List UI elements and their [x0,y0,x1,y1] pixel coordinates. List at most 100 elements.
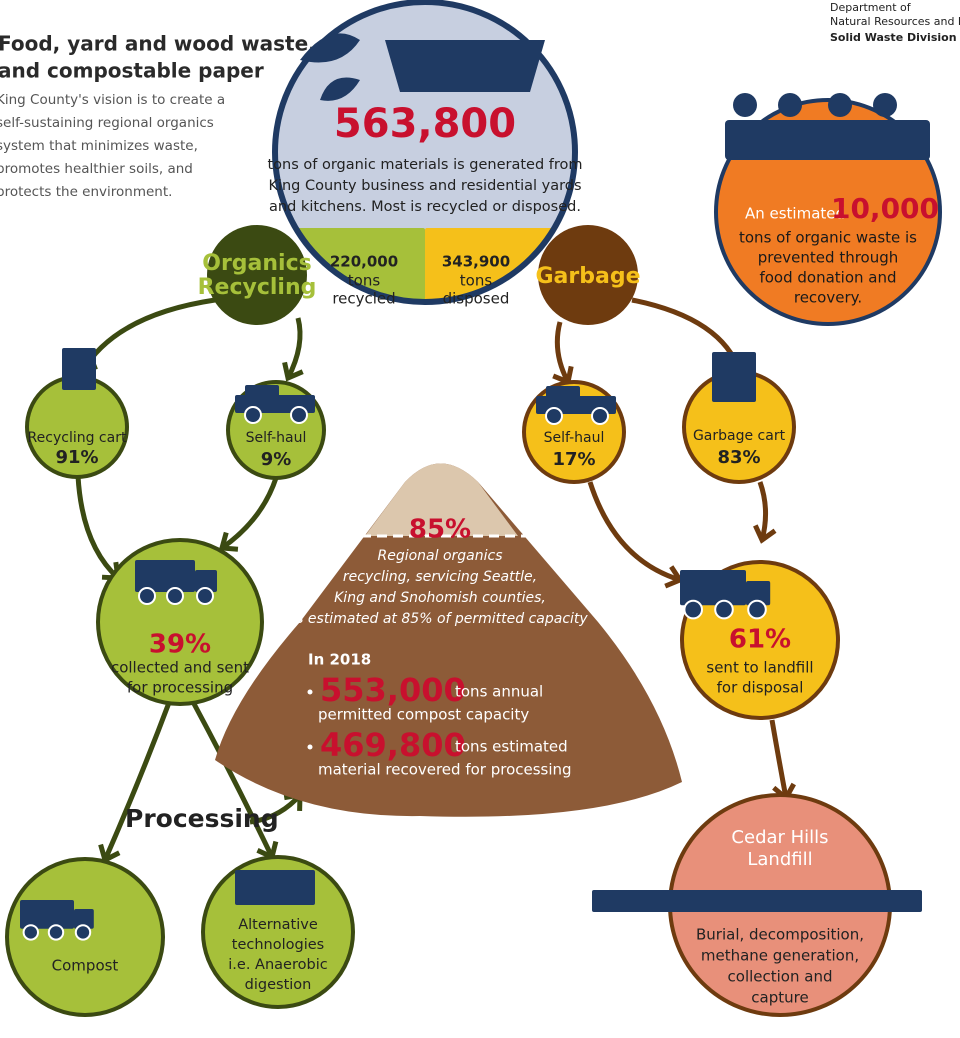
arrow [772,720,786,798]
wheel [167,588,183,604]
label: collected and sent [111,659,249,677]
label: Cedar Hills [731,827,828,848]
label: Self-haul [544,430,605,446]
label: Natural Resources and Parks [830,15,960,28]
intro-text: self-sustaining regional organics [0,115,214,131]
wheel [291,407,307,423]
cart-icon [62,348,96,390]
person-icon [778,93,802,117]
arrow [222,478,276,548]
label: tons annual [455,683,543,701]
wheel [49,925,63,939]
person-icon [828,93,852,117]
wheel [245,407,261,423]
label: is estimated at 85% of permitted capacit… [292,611,588,627]
total-text: King County business and residential yar… [268,178,581,194]
intro-text: promotes healthier soils, and [0,161,193,177]
wheel [197,588,213,604]
label: recycled [332,290,395,308]
label: Burial, decomposition, [696,926,864,944]
arrow [288,318,300,378]
total-value: 563,800 [334,101,516,147]
wheel [24,925,38,939]
label: permitted compost capacity [318,706,529,724]
label: King and Snohomish counties, [334,590,546,606]
label: 220,000 [330,253,398,271]
bullet [308,690,313,695]
label: digestion [245,977,312,993]
label: 17% [552,449,595,470]
label: tons estimated [455,738,568,756]
intro-title: Food, yard and wood waste, [0,32,316,56]
label: Regional organics [377,548,502,564]
hub-title: Organics [202,251,311,276]
label: Recycling cart [28,430,127,446]
arrow [590,482,680,580]
label: for disposal [717,679,804,697]
label: Processing [125,804,279,833]
label: material recovered for processing [318,761,572,779]
label: food donation and [759,269,896,287]
label: i.e. Anaerobic [228,957,327,973]
label: recovery. [794,289,862,307]
label: sent to landfill [706,659,813,677]
arrow [78,476,118,578]
label: Self-haul [246,430,307,446]
person-icon [733,93,757,117]
label: capture [751,989,808,1007]
hub-title: Recycling [198,275,317,300]
cart-icon [712,352,756,402]
label: 553,000 [320,671,466,709]
label: Compost [52,957,119,975]
label: prevented through [758,249,899,267]
truck-icon [680,570,746,605]
plant-icon [235,870,315,905]
wheel [139,588,155,604]
wheel [546,408,562,424]
label: 91% [55,447,98,468]
arrow [105,700,170,860]
label: for processing [127,679,233,697]
person-icon [873,93,897,117]
bullet [308,745,313,750]
label: 85% [409,515,471,545]
label: 9% [261,449,292,470]
table-icon [725,120,930,160]
hub-title: Garbage [535,264,640,289]
car-icon [245,385,279,399]
wheel [76,925,90,939]
label: In 2018 [308,651,371,669]
label: tons [348,272,381,290]
label: disposed [443,290,510,308]
label: methane generation, [701,947,859,965]
truck-icon [20,900,74,929]
intro-text: system that minimizes waste, [0,138,198,154]
label: 469,800 [320,726,466,764]
label: Alternative [238,917,318,933]
truck-icon [135,560,195,592]
arrow [557,322,568,382]
label: Department of [830,1,912,14]
label: Garbage cart [693,428,786,444]
arrow [760,482,766,540]
label: 83% [717,447,760,468]
intro-text: King County's vision is to create a [0,92,225,108]
intro-text: protects the environment. [0,184,172,200]
landfill-icon [592,890,922,912]
label: recycling, servicing Seattle, [343,569,537,585]
label: tons [460,272,493,290]
label: 61% [729,625,791,655]
total-text: tons of organic materials is generated f… [267,157,582,173]
total-text: and kitchens. Most is recycled or dispos… [269,199,581,215]
label: 39% [149,630,211,660]
intro-title: and compostable paper [0,59,264,83]
wheel [684,601,702,619]
car-icon [546,386,580,400]
label: Landfill [747,849,812,870]
label: tons of organic waste is [739,229,917,247]
wheel [715,601,733,619]
wheel [748,601,766,619]
label: 10,000 [831,192,939,225]
arrow [82,300,215,372]
label: collection and [728,968,833,986]
